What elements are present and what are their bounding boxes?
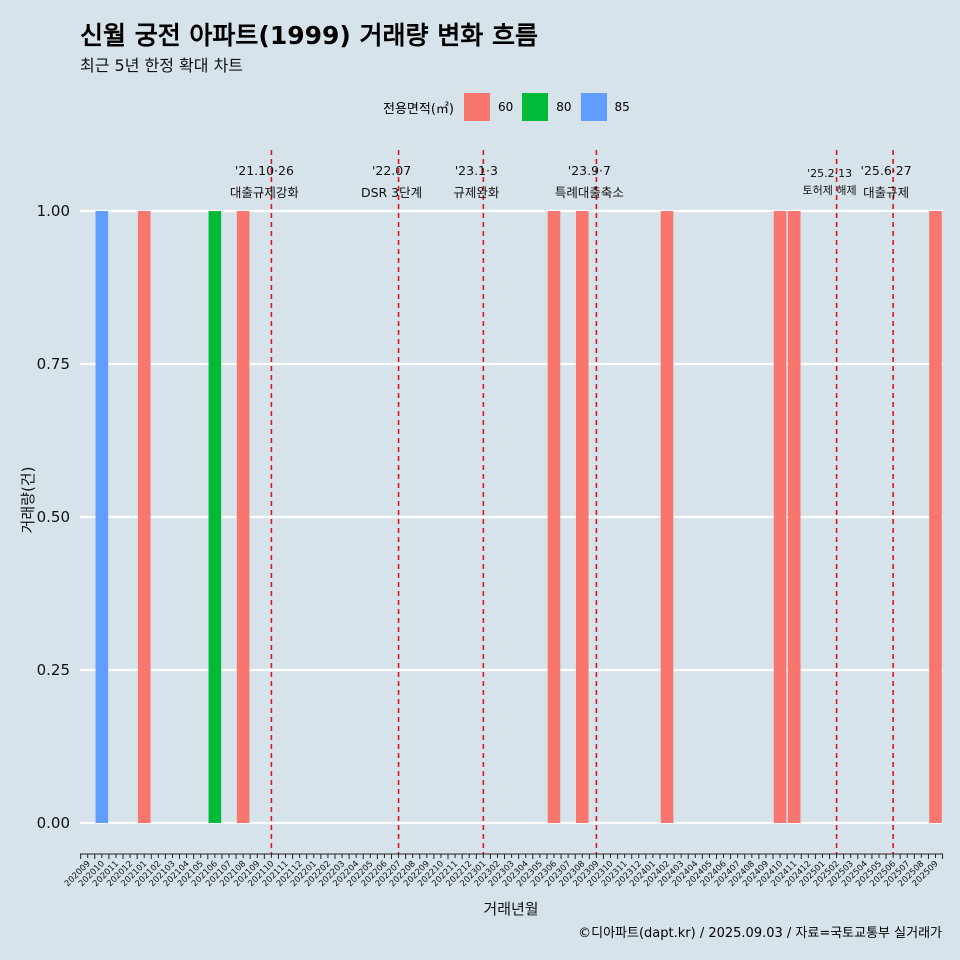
event-date: '23.9·7 <box>568 163 611 178</box>
bar-60-202308 <box>575 211 589 823</box>
y-tick-label: 0.25 <box>37 661 70 679</box>
event-label: 규제완화 <box>453 185 500 200</box>
x-axis-title: 거래년월 <box>483 900 538 918</box>
y-axis-title: 거래량(건) <box>19 467 37 534</box>
bar-60-202108 <box>236 211 250 823</box>
event-label: 대출규제강화 <box>230 185 300 200</box>
legend-swatch-60 <box>463 93 490 121</box>
event-date: '25.6·27 <box>861 163 912 178</box>
event-label: 특례대출축소 <box>555 185 624 200</box>
legend-title: 전용면적(㎡) <box>383 101 454 117</box>
legend: 전용면적(㎡) 60 80 85 <box>383 93 639 121</box>
legend-item-60: 60 <box>463 93 514 121</box>
event-date: '23.1·3 <box>455 163 498 178</box>
y-tick-label: 0.50 <box>37 508 70 526</box>
legend-label-80: 80 <box>556 100 572 114</box>
legend-label-60: 60 <box>497 100 514 114</box>
bar-60-202402 <box>660 211 674 823</box>
event-label: 토허제 해제 <box>803 183 857 197</box>
event-date: '25.2·13 <box>807 167 852 180</box>
chart-title: 신월 궁전 아파트(1999) 거래량 변화 흐름 <box>80 21 538 50</box>
legend-label-85: 85 <box>614 100 630 114</box>
y-tick-label: 1.00 <box>37 202 70 220</box>
legend-swatch-85 <box>580 93 607 121</box>
bar-60-202411 <box>787 211 801 823</box>
legend-item-85: 85 <box>580 93 630 121</box>
legend-item-80: 80 <box>522 93 572 121</box>
event-label: 대출규제 <box>863 185 909 200</box>
bar-60-202509 <box>929 211 942 823</box>
event-label: DSR 3단계 <box>361 185 422 200</box>
bar-60-202306 <box>547 211 561 823</box>
chart-subtitle: 최근 5년 한정 확대 차트 <box>80 56 244 75</box>
bar-85-202010 <box>95 211 109 823</box>
source-caption: ©디아파트(dapt.kr) / 2025.09.03 / 자료=국토교통부 실… <box>578 926 942 941</box>
event-date: '22.07 <box>372 163 411 178</box>
event-date: '21.10·26 <box>235 163 294 178</box>
bar-60-202101 <box>137 211 151 823</box>
bar-60-202410 <box>773 211 787 823</box>
legend-swatch-80 <box>522 93 549 121</box>
bar-80-202106 <box>208 211 222 823</box>
y-tick-label: 0.00 <box>37 814 70 832</box>
y-tick-label: 0.75 <box>37 355 70 373</box>
